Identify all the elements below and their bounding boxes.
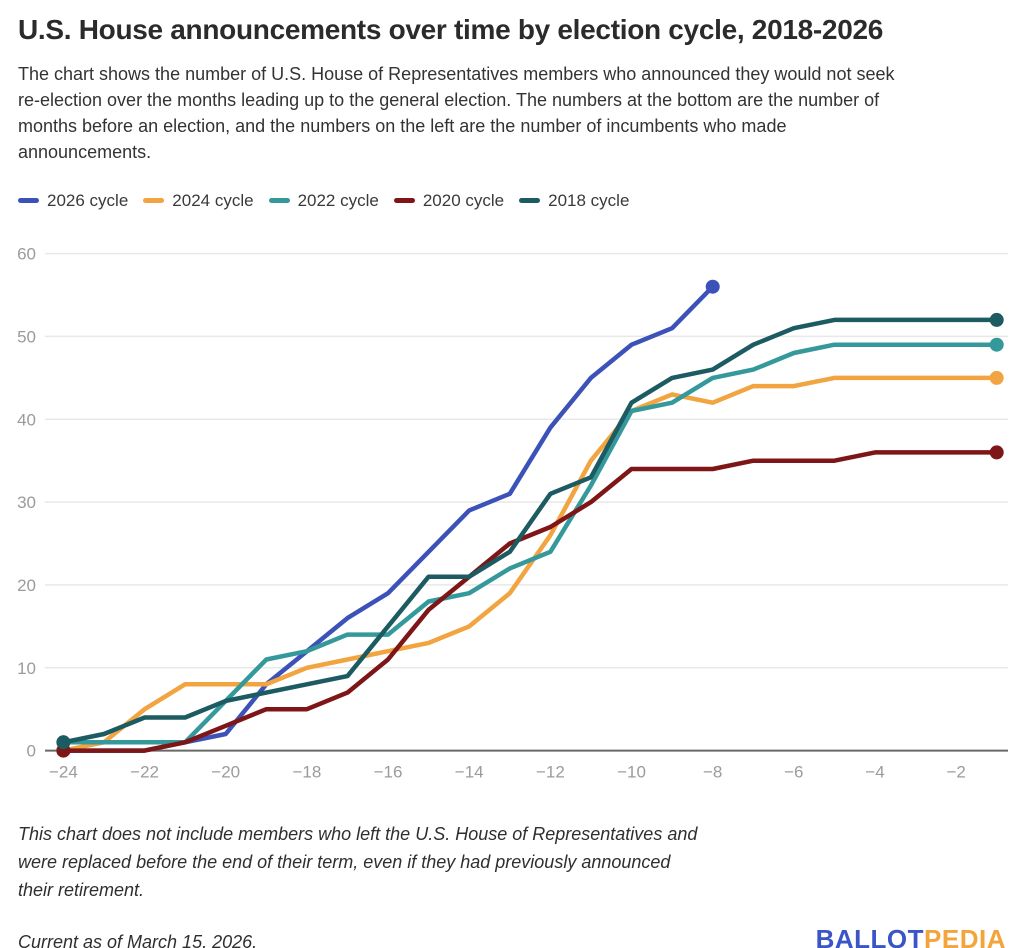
- series-line-2026-cycle: [63, 284, 715, 753]
- x-tick-label: −18: [292, 762, 321, 781]
- series-line-2024-cycle: [62, 375, 997, 753]
- x-tick-label: −22: [130, 762, 159, 781]
- legend-item-2018-cycle: 2018 cycle: [519, 191, 629, 211]
- series-end-dot-2026-cycle: [705, 279, 720, 294]
- y-tick-label: 40: [17, 410, 36, 429]
- series-end-dot-2020-cycle: [989, 444, 1004, 459]
- legend-swatch: [143, 198, 165, 204]
- legend-item-2020-cycle: 2020 cycle: [393, 190, 505, 211]
- legend-swatch: [268, 198, 290, 204]
- y-tick-label: 30: [17, 493, 36, 512]
- legend-label: 2020 cycle: [422, 190, 505, 210]
- x-tick-label: −4: [865, 762, 884, 781]
- logo-ballot: BALLOT: [815, 923, 925, 948]
- legend-label: 2024 cycle: [172, 190, 254, 210]
- line-chart: 0 10 20 30 40 50 60 −24 −22 −20 −18 −16 −14 −12 −10 −8 −…: [17, 244, 1008, 781]
- series-line-2020-cycle: [63, 449, 997, 753]
- x-tick-label: −24: [49, 762, 78, 781]
- series-end-dot-2024-cycle: [989, 370, 1004, 385]
- page-title: U.S. House announcements over time by el…: [18, 14, 884, 45]
- chart-area: 0 10 20 30 40 50 60 −24 −22 −20 −18 −16 −14 −12 −10 −8 −…: [0, 240, 1024, 790]
- legend-item-2026-cycle: 2026 cycle: [18, 191, 128, 211]
- y-tick-label: 0: [27, 741, 36, 760]
- legend-label: 2018 cycle: [548, 190, 630, 210]
- ballotpedia-logo: BALLOTPEDIA: [816, 924, 1006, 948]
- y-tick-label: 20: [17, 575, 36, 594]
- x-tick-label: −12: [536, 762, 565, 781]
- series-end-dot-2022-cycle: [989, 337, 1004, 352]
- legend-swatch: [519, 198, 541, 204]
- x-tick-label: −16: [374, 762, 403, 781]
- chart-description: The chart shows the number of U.S. House…: [18, 63, 895, 162]
- series-start-dot-2018-cycle: [56, 734, 71, 749]
- legend-swatch: [393, 198, 415, 204]
- x-tick-label: −14: [455, 762, 484, 781]
- y-tick-label: 10: [17, 658, 36, 677]
- logo-pedia: PEDIA: [924, 923, 1006, 948]
- legend: 2026 cycle 2024 cycle 2022 cycle 2020 cycle…: [18, 190, 1006, 212]
- current-as-of: Current as of March 15, 2026.: [18, 931, 258, 948]
- x-tick-label: −2: [947, 762, 966, 781]
- x-tick-label: −10: [617, 762, 646, 781]
- legend-label: 2022 cycle: [297, 190, 379, 210]
- series-line-2022-cycle: [63, 342, 997, 745]
- series-end-dot-2018-cycle: [989, 312, 1004, 327]
- footnote: This chart does not include members who …: [18, 823, 698, 900]
- x-tick-label: −20: [211, 762, 240, 781]
- y-tick-label: 60: [17, 244, 36, 263]
- legend-item-2022-cycle: 2022 cycle: [268, 190, 379, 211]
- y-tick-label: 50: [17, 327, 36, 346]
- legend-label: 2026 cycle: [47, 190, 129, 210]
- footer-row: Current as of March 15, 2026. BALLOTPEDI…: [18, 924, 1006, 948]
- x-tick-label: −6: [784, 762, 803, 781]
- legend-item-2024-cycle: 2024 cycle: [143, 190, 254, 211]
- legend-swatch: [18, 198, 39, 204]
- x-tick-label: −8: [703, 762, 722, 781]
- series-line-2018-cycle: [62, 317, 997, 745]
